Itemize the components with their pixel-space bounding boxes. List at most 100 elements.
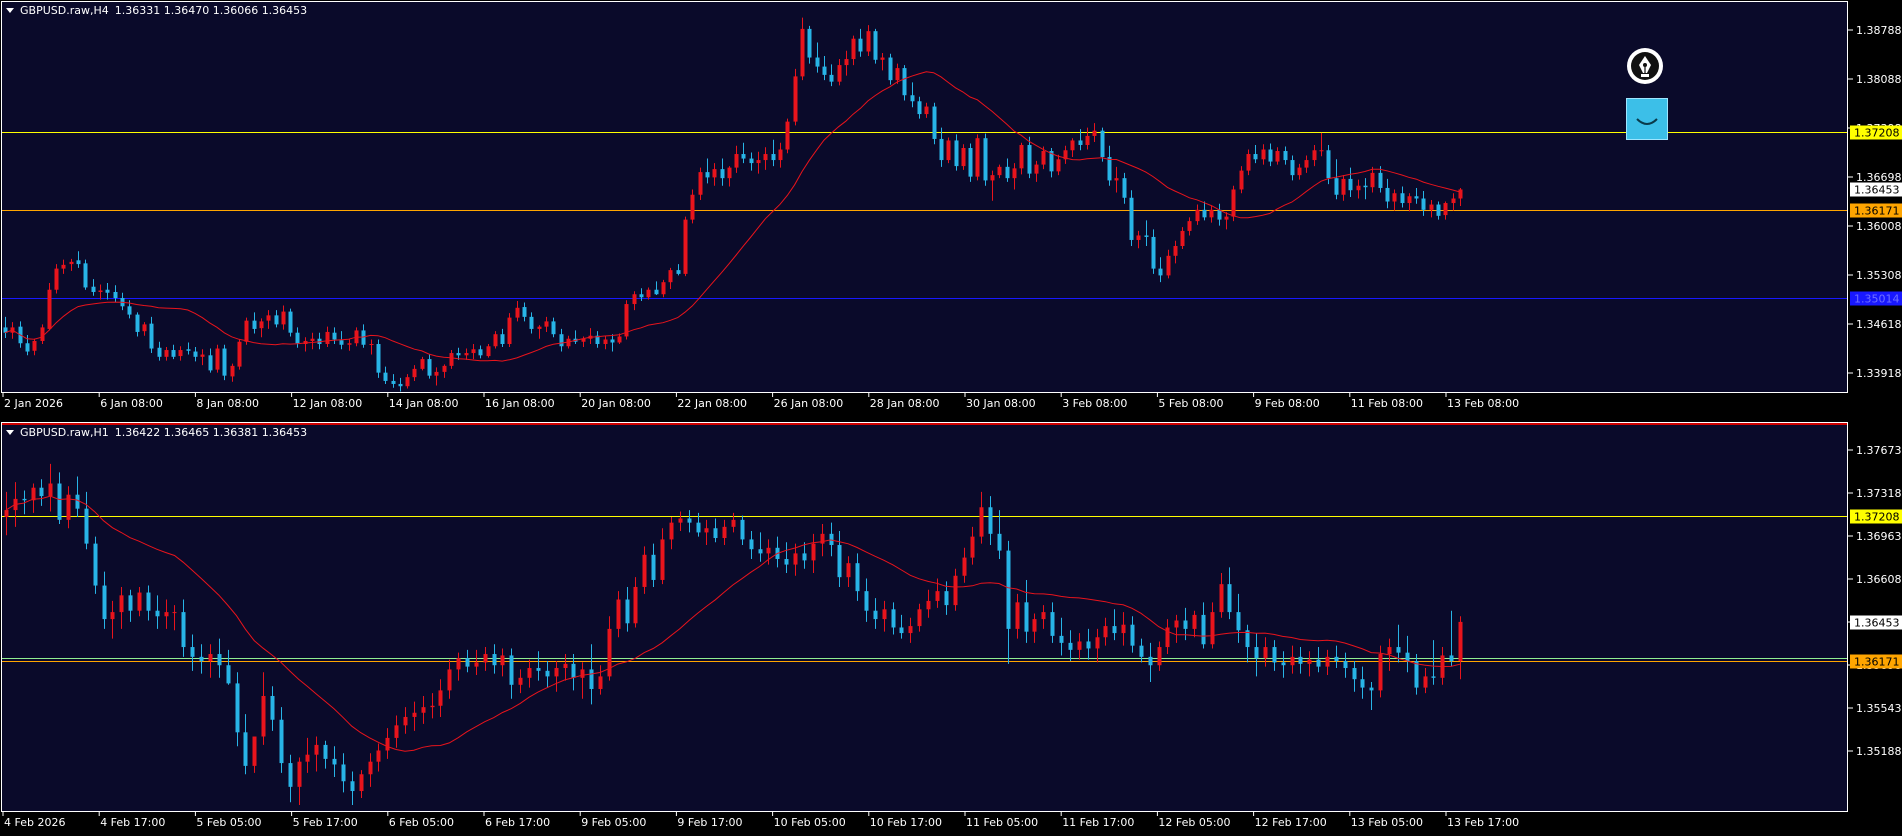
candlestick-chart-h4[interactable]: 1.387881.380881.373981.366981.360081.353… [0, 0, 1902, 413]
candle-body [1290, 656, 1295, 666]
chart-pane-h1[interactable]: GBPUSD.raw,H1 1.36422 1.36465 1.36381 1.… [0, 420, 1902, 833]
candle-body [1334, 656, 1339, 662]
time-axis-label: 16 Jan 08:00 [485, 397, 555, 410]
candle-body [500, 334, 505, 344]
candle-body [1392, 193, 1397, 202]
candle-body [1151, 236, 1156, 269]
candle-body [698, 172, 703, 195]
candle-body [624, 304, 629, 337]
candle-body [518, 677, 523, 685]
candle-body [32, 340, 37, 351]
price-scale-label: 1.37673 [1856, 444, 1902, 457]
pen-nib-icon [1631, 52, 1659, 80]
collapse-triangle-icon[interactable] [6, 430, 14, 435]
candle-body [266, 315, 271, 321]
candle-body [391, 380, 396, 384]
candle-body [1254, 647, 1259, 659]
candle-body [1015, 602, 1020, 629]
candle-body [990, 175, 995, 181]
candle-body [1068, 642, 1073, 650]
candle-body [281, 311, 286, 325]
price-scale-label: 1.36963 [1856, 530, 1902, 543]
candle-body [939, 138, 944, 161]
candle-body [1449, 655, 1454, 662]
candle-body [669, 522, 674, 540]
candle-body [678, 518, 683, 523]
candle-body [447, 669, 452, 691]
candle-body [545, 670, 550, 677]
candle-body [829, 74, 834, 82]
candle-body [1024, 602, 1029, 632]
moving-average-line [5, 495, 1461, 752]
price-line-badge [1850, 203, 1902, 218]
candle-body [398, 383, 403, 387]
candle-body [983, 138, 988, 181]
candle-body [756, 160, 761, 164]
price-line-badge [1850, 291, 1902, 306]
candle-body [1405, 652, 1410, 662]
candle-body [305, 754, 310, 762]
candle-body [529, 316, 534, 329]
ohlc-readout: 1.36331 1.36470 1.36066 1.36453 [114, 4, 308, 17]
candle-body [1027, 144, 1032, 174]
candle-body [515, 307, 520, 318]
candle-body [310, 338, 315, 341]
smile-button[interactable] [1626, 98, 1668, 140]
candle-body [1112, 626, 1117, 634]
candle-body [1319, 150, 1324, 152]
candle-body [164, 612, 169, 617]
candle-body [155, 610, 160, 617]
candle-body [91, 286, 96, 292]
candle-body [492, 654, 497, 666]
candle-body [683, 219, 688, 274]
candle-body [102, 585, 107, 620]
candle-body [1378, 172, 1383, 188]
candle-body [778, 149, 783, 161]
candle-body [314, 744, 319, 755]
time-axis-label: 14 Jan 08:00 [389, 397, 459, 410]
candle-body [1396, 647, 1401, 653]
candle-body [1227, 584, 1232, 613]
candle-body [1187, 221, 1192, 231]
candle-body [654, 289, 659, 295]
candle-body [1458, 621, 1463, 662]
candle-body [954, 140, 959, 167]
candle-body [200, 354, 205, 357]
candle-body [427, 359, 432, 376]
price-scale-label: 1.35308 [1856, 269, 1902, 282]
candle-body [456, 658, 461, 670]
candle-body [208, 355, 213, 371]
time-axis-label: 6 Feb 05:00 [389, 816, 454, 829]
candle-body [288, 311, 293, 333]
candle-body [39, 487, 44, 497]
candle-body [979, 507, 984, 537]
chart-pane-h4[interactable]: GBPUSD.raw,H4 1.36331 1.36470 1.36066 1.… [0, 0, 1902, 413]
candlestick-chart-h1[interactable]: 1.376731.373181.369631.366081.362531.358… [0, 420, 1902, 833]
candle-body [811, 543, 816, 561]
symbol-label: GBPUSD.raw,H1 [20, 426, 109, 439]
candle-body [1378, 654, 1383, 691]
candle-body [1063, 150, 1068, 160]
candle-body [83, 263, 88, 288]
candle-body [1281, 662, 1286, 666]
candle-body [186, 349, 191, 351]
collapse-triangle-icon[interactable] [6, 8, 14, 13]
candle-body [222, 348, 227, 376]
time-axis-label: 11 Feb 05:00 [966, 816, 1038, 829]
candle-body [522, 307, 527, 317]
candle-body [40, 327, 45, 341]
pen-nib-button[interactable] [1627, 48, 1663, 84]
candle-body [536, 668, 541, 671]
candle-body [172, 612, 177, 614]
candle-body [968, 148, 973, 177]
candle-body [76, 260, 81, 265]
candle-body [1283, 151, 1288, 161]
candle-body [1414, 196, 1419, 199]
candle-body [93, 543, 98, 586]
time-axis-label: 6 Jan 08:00 [100, 397, 163, 410]
candle-body [1219, 584, 1224, 613]
candle-body [110, 612, 115, 620]
time-axis-label: 10 Feb 05:00 [774, 816, 846, 829]
price-line-label: 1.36171 [1854, 205, 1900, 218]
candle-body [252, 736, 257, 766]
